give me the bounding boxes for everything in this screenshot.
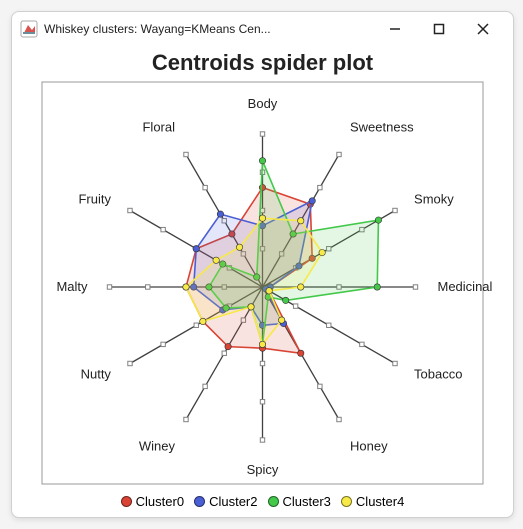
minimize-icon (389, 23, 401, 35)
titlebar: Whiskey clusters: Wayang=KMeans Cen... (12, 12, 513, 46)
axis-label: Nutty (81, 367, 112, 382)
series-point (200, 318, 206, 324)
axis-tick (260, 400, 264, 404)
axis-tick (184, 417, 188, 421)
legend-swatch (121, 496, 132, 507)
app-icon (20, 20, 38, 38)
axis-label: Sweetness (350, 119, 414, 134)
series-point (374, 284, 380, 290)
series-point (225, 343, 231, 349)
window-title: Whiskey clusters: Wayang=KMeans Cen... (44, 22, 271, 36)
series-point (259, 215, 265, 221)
axis-tick (337, 417, 341, 421)
axis-tick (222, 351, 226, 355)
legend-label: Cluster0 (136, 494, 184, 509)
series-point (319, 249, 325, 255)
axis-label: Honey (350, 439, 388, 454)
axis-tick (260, 132, 264, 136)
series-point (278, 317, 284, 323)
legend-label: Cluster2 (209, 494, 257, 509)
axis-label: Floral (142, 119, 175, 134)
axis-tick (318, 185, 322, 189)
axis-tick (203, 384, 207, 388)
axis-label: Tobacco (414, 367, 462, 382)
axis-tick (184, 152, 188, 156)
axis-tick (203, 185, 207, 189)
series-point (248, 304, 254, 310)
close-button[interactable] (461, 14, 505, 44)
axis-tick (146, 285, 150, 289)
series-point (193, 246, 199, 252)
axis-tick (413, 285, 417, 289)
series-point (375, 217, 381, 223)
app-window: Whiskey clusters: Wayang=KMeans Cen... C… (11, 11, 514, 518)
axis-tick (327, 323, 331, 327)
legend-swatch (268, 496, 279, 507)
axis-label: Spicy (247, 462, 279, 477)
radar-chart: Body Sweetness Smoky Medicinal Tobacco Honey S… (12, 76, 513, 488)
series-point (298, 284, 304, 290)
series-point (298, 350, 304, 356)
axis-tick (318, 384, 322, 388)
chart-title: Centroids spider plot (12, 46, 513, 76)
axis-label: Body (248, 96, 278, 111)
axis-tick (128, 361, 132, 365)
chart-area: Body Sweetness Smoky Medicinal Tobacco Honey S… (12, 76, 513, 488)
axis-label: Fruity (78, 192, 111, 207)
legend-swatch (341, 496, 352, 507)
legend-item: Cluster3 (268, 494, 331, 509)
axis-tick (260, 438, 264, 442)
maximize-icon (433, 23, 445, 35)
axis-tick (360, 342, 364, 346)
legend-label: Cluster4 (356, 494, 404, 509)
axis-tick (393, 208, 397, 212)
series-point (213, 257, 219, 263)
axis-tick (107, 285, 111, 289)
legend-item: Cluster2 (194, 494, 257, 509)
series-point (259, 341, 265, 347)
series-point (259, 158, 265, 164)
series-point (183, 284, 189, 290)
axis-label: Smoky (414, 192, 454, 207)
series-point (282, 297, 288, 303)
axis-tick (293, 304, 297, 308)
maximize-button[interactable] (417, 14, 461, 44)
axis-tick (161, 342, 165, 346)
axis-tick (393, 361, 397, 365)
axis-label: Medicinal (438, 279, 493, 294)
minimize-button[interactable] (373, 14, 417, 44)
axis-label: Winey (139, 439, 176, 454)
axis-tick (194, 323, 198, 327)
axis-label: Malty (56, 279, 88, 294)
axis-tick (260, 361, 264, 365)
legend-label: Cluster3 (283, 494, 331, 509)
series-point (217, 211, 223, 217)
series-point (266, 288, 272, 294)
series-point (298, 218, 304, 224)
close-icon (477, 23, 489, 35)
axis-tick (161, 227, 165, 231)
axis-tick (128, 208, 132, 212)
legend-item: Cluster4 (341, 494, 404, 509)
axis-tick (337, 152, 341, 156)
legend-item: Cluster0 (121, 494, 184, 509)
legend-swatch (194, 496, 205, 507)
series-point (236, 244, 242, 250)
legend: Cluster0 Cluster2 Cluster3 Cluster4 (12, 488, 513, 517)
series-point (309, 198, 315, 204)
